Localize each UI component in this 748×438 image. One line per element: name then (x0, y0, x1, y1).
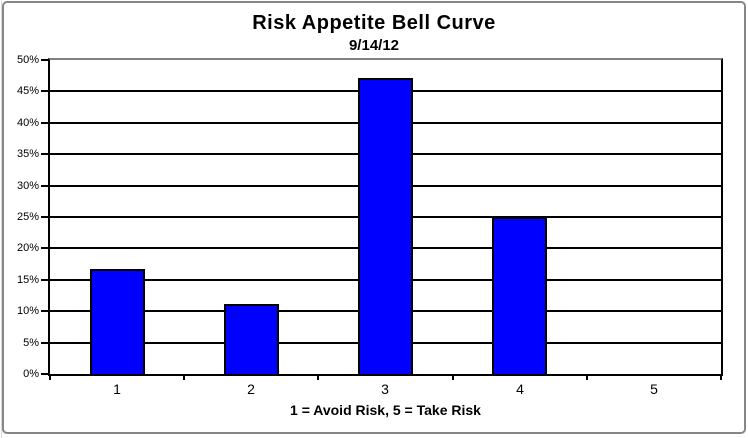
y-axis-tick (41, 90, 48, 93)
y-axis-tick (41, 59, 48, 61)
y-axis-tick (41, 184, 48, 187)
bar (224, 304, 279, 374)
y-axis-tick-label: 20% (16, 242, 39, 255)
y-axis-tick-label: 10% (16, 305, 39, 318)
bar (492, 217, 547, 374)
x-axis-category-label: 5 (650, 381, 658, 397)
x-axis-category-label: 1 (113, 381, 121, 397)
y-axis-tick-label: 30% (16, 179, 39, 192)
y-axis-tick-label: 40% (16, 116, 39, 129)
y-axis-tick (41, 247, 48, 250)
y-axis-tick (41, 153, 48, 156)
x-axis-tick (586, 374, 588, 380)
y-axis-tick-label: 25% (16, 211, 39, 223)
x-axis-category-label: 2 (247, 381, 255, 397)
bar (90, 269, 145, 374)
y-axis-tick-label: 15% (16, 273, 39, 286)
x-axis-tick (452, 374, 454, 380)
y-axis-tick-label: 50% (16, 54, 39, 66)
x-axis-title: 1 = Avoid Risk, 5 = Take Risk (290, 402, 481, 418)
x-axis-tick (720, 374, 722, 380)
chart-title: Risk Appetite Bell Curve (252, 12, 496, 34)
y-axis-tick (41, 216, 48, 218)
x-axis-category-label: 4 (516, 381, 524, 397)
bar (358, 78, 413, 374)
y-axis-tick (41, 310, 48, 313)
x-axis-tick (49, 374, 51, 380)
y-axis-tick (41, 341, 48, 344)
y-axis-tick-label: 45% (16, 85, 39, 98)
y-axis-tick-label: 35% (16, 148, 39, 161)
x-axis-tick (317, 374, 319, 380)
y-axis-tick (41, 373, 48, 375)
y-axis-tick-label: 0% (23, 368, 39, 380)
spreadsheet-edge-line (1, 0, 2, 438)
y-axis-tick-label: 5% (23, 336, 39, 349)
x-axis-category-label: 3 (381, 381, 389, 397)
plot-area: 1 = Avoid Risk, 5 = Take Risk 0% 5% 10% 15%… (17, 54, 723, 418)
chart-subtitle: 9/14/12 (348, 37, 400, 54)
y-axis-tick (41, 278, 48, 281)
y-axis-tick (41, 121, 48, 124)
x-axis-tick (183, 374, 185, 380)
